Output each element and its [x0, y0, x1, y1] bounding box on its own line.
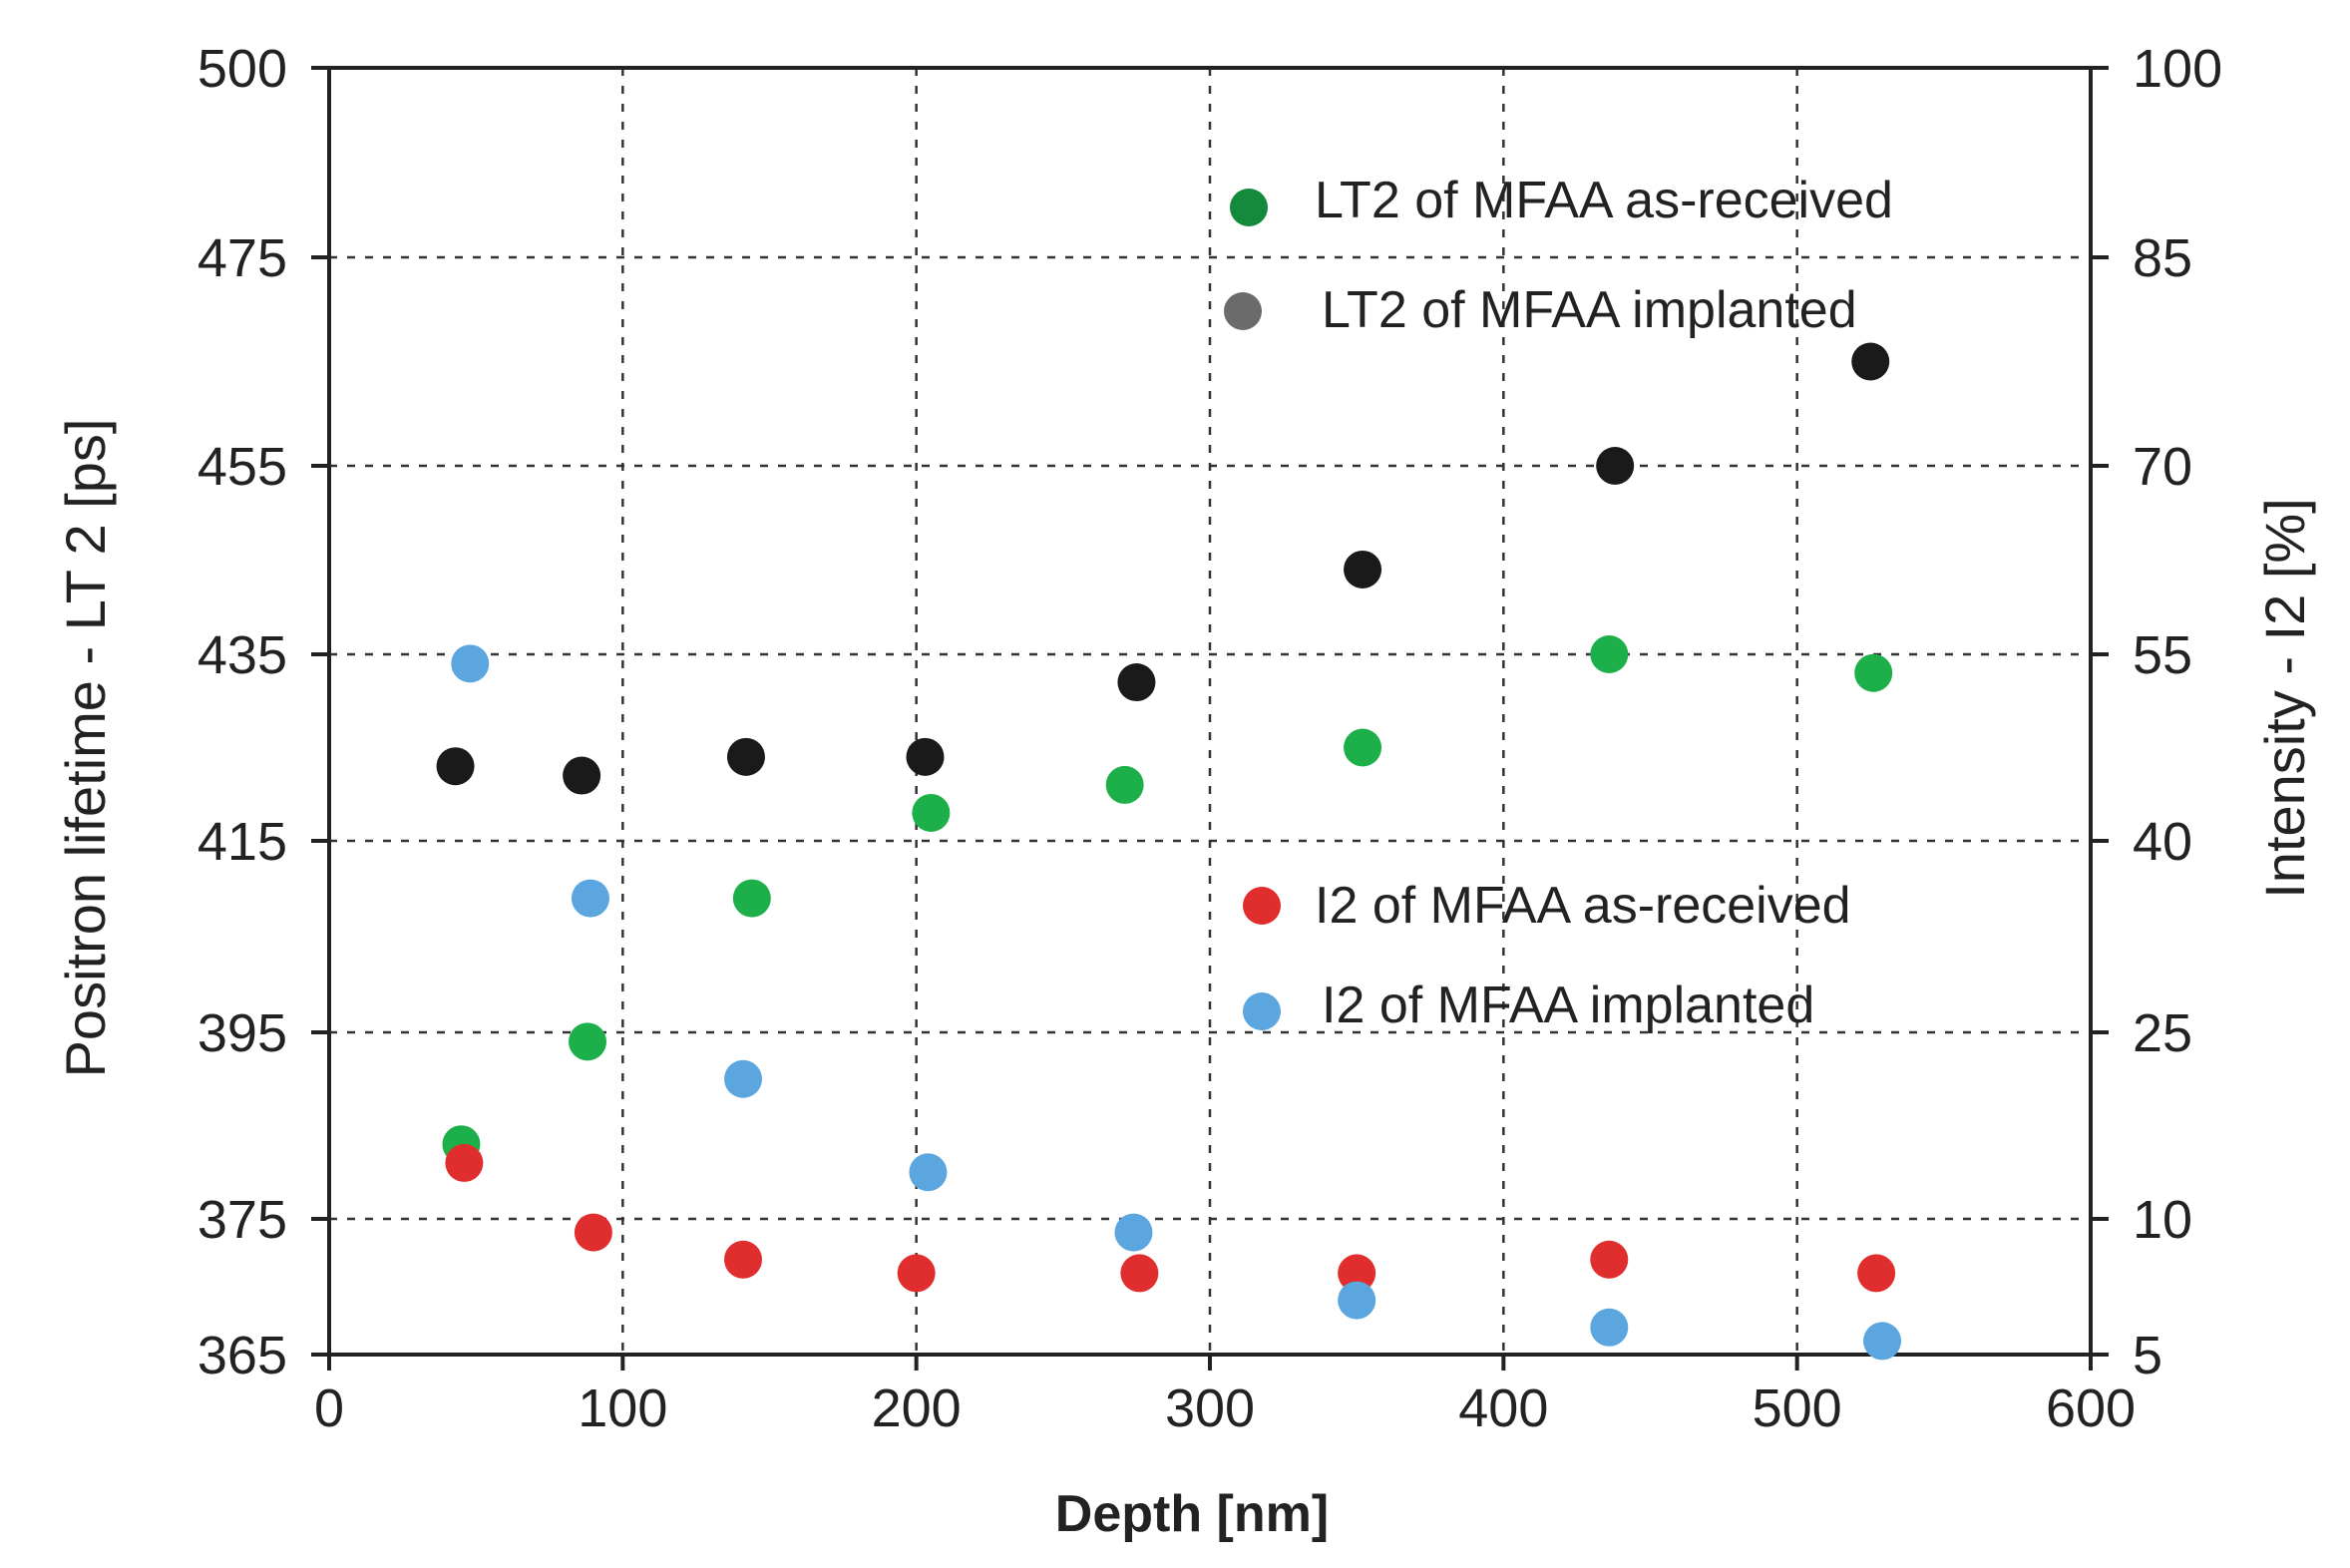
point-i2-of-mfaa-implanted — [909, 1153, 948, 1192]
x-tick-label: 600 — [2046, 1378, 2136, 1438]
point-i2-of-mfaa-as-received — [897, 1254, 936, 1293]
point-lt2-of-mfaa-implanted — [1851, 342, 1890, 381]
legend-label-lt2-of-mfaa-as-received: LT2 of MFAA as-received — [1315, 172, 1893, 229]
legend-marker-i2-of-mfaa-implanted — [1243, 992, 1281, 1030]
point-i2-of-mfaa-as-received — [724, 1240, 763, 1279]
point-i2-of-mfaa-as-received — [1120, 1254, 1159, 1293]
left-tick-label: 395 — [197, 1003, 287, 1063]
point-lt2-of-mfaa-as-received — [732, 879, 771, 918]
point-lt2-of-mfaa-as-received — [1854, 653, 1893, 692]
x-tick-label: 500 — [1753, 1378, 1842, 1438]
x-tick-label: 200 — [872, 1378, 962, 1438]
point-i2-of-mfaa-implanted — [451, 644, 490, 683]
x-tick-label: 100 — [578, 1378, 667, 1438]
point-lt2-of-mfaa-as-received — [1105, 765, 1144, 804]
left-tick-label: 375 — [197, 1190, 287, 1250]
axis-ticks — [311, 66, 2109, 1371]
right-tick-label: 40 — [2133, 812, 2192, 872]
x-tick-label: 400 — [1458, 1378, 1548, 1438]
right-tick-label: 70 — [2133, 437, 2192, 497]
point-i2-of-mfaa-as-received — [574, 1213, 612, 1252]
left-tick-label: 435 — [197, 625, 287, 685]
point-i2-of-mfaa-as-received — [445, 1143, 484, 1182]
point-lt2-of-mfaa-implanted — [563, 756, 601, 795]
point-lt2-of-mfaa-as-received — [569, 1022, 607, 1061]
left-tick-label: 365 — [197, 1326, 287, 1385]
x-tick-label: 0 — [314, 1378, 344, 1438]
point-lt2-of-mfaa-implanted — [1596, 447, 1635, 485]
right-tick-label: 25 — [2133, 1003, 2192, 1063]
legend-marker-lt2-of-mfaa-as-received — [1230, 189, 1268, 226]
point-i2-of-mfaa-as-received — [1338, 1254, 1376, 1293]
point-lt2-of-mfaa-implanted — [1344, 550, 1382, 588]
legend: LT2 of MFAA as-received LT2 of MFAA impla… — [1224, 172, 1893, 1034]
right-tick-label: 10 — [2133, 1190, 2192, 1250]
right-tick-label: 5 — [2133, 1326, 2162, 1385]
point-i2-of-mfaa-implanted — [1590, 1308, 1629, 1347]
legend-marker-lt2-of-mfaa-implanted — [1224, 292, 1262, 330]
point-i2-of-mfaa-implanted — [724, 1059, 763, 1098]
right-tick-label: 85 — [2133, 228, 2192, 288]
left-tick-label: 500 — [197, 39, 287, 99]
x-axis-title: Depth [nm] — [1055, 1485, 1329, 1543]
left-axis-title: Positron lifetime - LT 2 [ps] — [54, 419, 117, 1078]
left-tick-label: 455 — [197, 437, 287, 497]
point-i2-of-mfaa-as-received — [1857, 1254, 1896, 1293]
point-i2-of-mfaa-implanted — [571, 879, 609, 918]
point-i2-of-mfaa-as-received — [1590, 1240, 1629, 1279]
legend-label-i2-of-mfaa-as-received: I2 of MFAA as-received — [1315, 877, 1851, 935]
point-lt2-of-mfaa-as-received — [912, 793, 951, 832]
legend-marker-i2-of-mfaa-as-received — [1243, 887, 1281, 925]
right-axis-title: Intensity - I2 [%] — [2253, 498, 2316, 899]
point-lt2-of-mfaa-implanted — [436, 747, 475, 786]
legend-label-i2-of-mfaa-implanted: I2 of MFAA implanted — [1322, 977, 1814, 1034]
point-lt2-of-mfaa-implanted — [1117, 663, 1156, 702]
right-tick-label: 55 — [2133, 625, 2192, 685]
left-tick-label: 475 — [197, 228, 287, 288]
gridlines — [329, 68, 2091, 1355]
plot-frame — [327, 66, 2093, 1357]
legend-label-lt2-of-mfaa-implanted: LT2 of MFAA implanted — [1322, 281, 1857, 339]
point-i2-of-mfaa-implanted — [1863, 1322, 1902, 1361]
point-lt2-of-mfaa-implanted — [726, 737, 765, 776]
point-lt2-of-mfaa-as-received — [1344, 728, 1382, 767]
left-tick-label: 415 — [197, 812, 287, 872]
point-i2-of-mfaa-implanted — [1338, 1281, 1376, 1320]
data-points — [436, 342, 1902, 1361]
x-tick-label: 300 — [1165, 1378, 1255, 1438]
point-lt2-of-mfaa-implanted — [906, 737, 945, 776]
right-tick-label: 100 — [2133, 39, 2222, 99]
tick-labels: 0 100 200 300 400 500 600 500 475 455 435 415 395 375… — [197, 39, 2222, 1438]
point-i2-of-mfaa-implanted — [1114, 1213, 1153, 1252]
point-lt2-of-mfaa-as-received — [1590, 635, 1629, 673]
